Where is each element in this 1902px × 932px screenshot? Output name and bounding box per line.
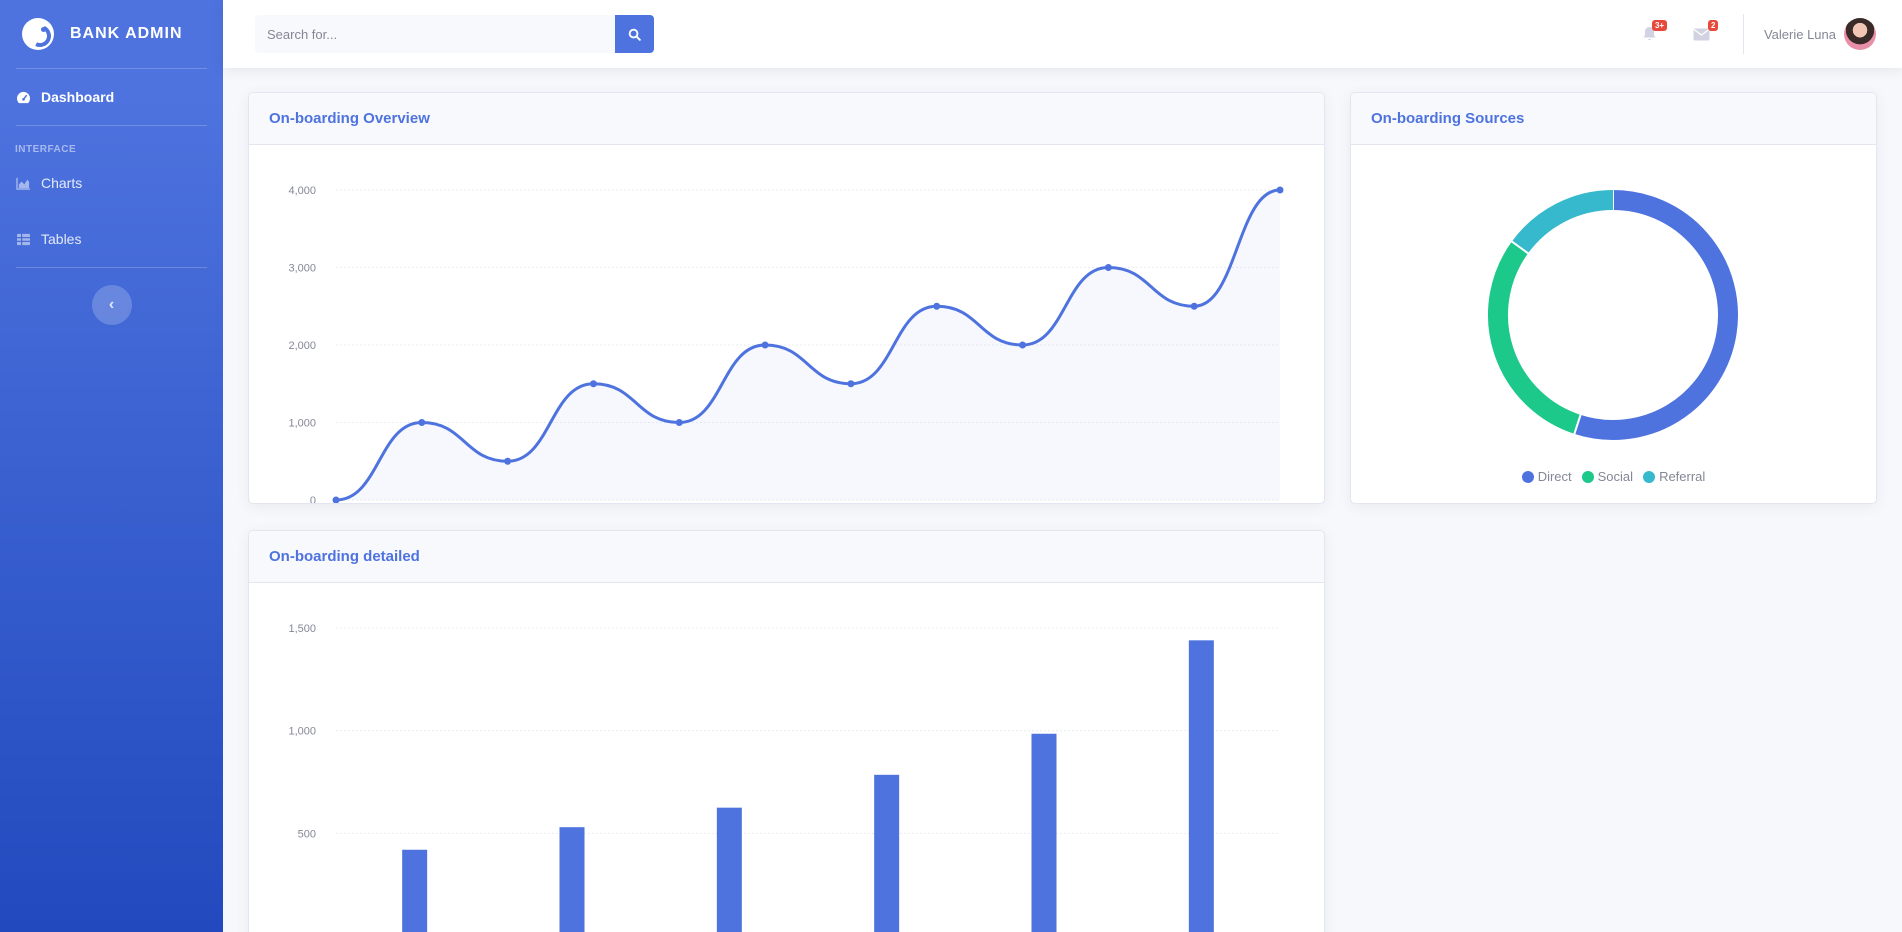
data-point[interactable] [1276,186,1284,194]
y-tick-label: 2,000 [288,340,316,352]
data-point[interactable] [1104,264,1112,271]
legend-item-referral[interactable]: Referral [1643,469,1705,484]
sidebar-heading: Interface [15,144,77,155]
legend-swatch [1643,470,1656,483]
data-point[interactable] [418,419,426,426]
alerts-badge: 3+ [1651,20,1668,31]
data-point[interactable] [504,457,512,465]
bar-february[interactable] [559,827,585,932]
data-point[interactable] [332,496,340,504]
alerts-dropdown[interactable]: 3+ [1624,0,1676,68]
topbar: 3+ 2 Valerie Luna [223,0,1902,68]
sidebar-item-tables[interactable]: Tables [0,211,223,267]
slice-separator [1510,240,1530,255]
data-point[interactable] [675,419,683,426]
topbar-divider [1742,14,1744,54]
card-title: On-boarding Sources [1371,110,1525,127]
sources-card: On-boarding Sources Direct Social Referral [1350,92,1877,504]
data-point[interactable] [847,380,855,388]
bar-january[interactable] [402,849,428,932]
topbar-right: 3+ 2 Valerie Luna [1624,0,1902,68]
table-icon [16,233,30,245]
y-tick-label: 500 [298,828,316,840]
legend-label: Social [1597,469,1634,484]
y-tick-label: 1,500 [288,623,316,635]
bar-june[interactable] [1188,640,1214,932]
bar-may[interactable] [1031,733,1057,932]
legend-label: Direct [1537,469,1572,484]
legend-swatch [1521,470,1534,483]
card-body: 05001,0001,500JanuaryFebruaryMarchAprilM… [249,583,1324,932]
search-icon [628,28,641,41]
slice-separator [1573,413,1582,436]
card-body: Direct Social Referral [1351,145,1876,503]
search-form [255,15,654,53]
legend-item-direct[interactable]: Direct [1521,469,1572,484]
y-tick-label: 4,000 [288,185,316,197]
pie-slice-social[interactable] [1488,241,1581,434]
card-header: On-boarding detailed [249,531,1324,583]
search-button[interactable] [615,15,654,53]
sidebar-toggle-button[interactable]: ‹ [91,285,132,325]
brand-link[interactable]: BANK ADMIN [0,0,223,68]
donut-legend: Direct Social Referral [1351,469,1876,484]
area-fill [336,190,1280,500]
sidebar-item-label: Charts [41,175,83,191]
messages-badge: 2 [1707,20,1719,31]
card-title: On-boarding detailed [269,548,420,565]
sidebar-item-charts[interactable]: Charts [0,155,223,211]
data-point[interactable] [933,302,941,310]
legend-swatch [1581,470,1594,483]
legend-label: Referral [1659,469,1706,484]
donut-chart [1488,189,1738,440]
card-header: On-boarding Sources [1351,93,1876,145]
chevron-left-icon: ‹ [108,296,115,313]
card-header: On-boarding Overview [249,93,1324,145]
sidebar: BANK ADMIN Dashboard Interface Charts Ta… [0,0,223,932]
tachometer-icon [17,91,30,103]
y-tick-label: 0 [310,495,316,503]
y-tick-label: 1,000 [288,418,316,430]
chart-area-icon [16,177,30,190]
y-tick-label: 3,000 [288,263,316,275]
bar-april[interactable] [874,774,900,932]
envelope-icon [1693,28,1710,40]
data-point[interactable] [1190,302,1198,310]
overview-card: On-boarding Overview 0 1,000 2,000 3,000 4,0… [248,92,1325,504]
user-name[interactable]: Valerie Luna [1763,26,1836,42]
sidebar-divider [16,68,207,69]
sidebar-divider [16,267,207,268]
legend-item-social[interactable]: Social [1581,469,1634,484]
messages-dropdown[interactable]: 2 [1676,0,1728,68]
sidebar-item-label: Tables [41,231,82,247]
sidebar-item-label: Dashboard [41,89,115,105]
brand-name: BANK ADMIN [70,25,183,42]
data-point[interactable] [761,341,769,349]
avatar[interactable] [1844,18,1876,50]
bar-march[interactable] [716,807,742,932]
series-line [335,188,1281,502]
pie-slice-referral[interactable] [1511,190,1614,254]
card-title: On-boarding Overview [269,110,430,127]
sidebar-item-dashboard[interactable]: Dashboard [0,69,223,125]
y-tick-label: 1,000 [288,726,316,738]
detailed-card: On-boarding detailed 05001,0001,500Janua… [248,530,1325,932]
sidebar-divider [16,125,207,126]
laugh-wink-icon [22,18,54,50]
bar-chart: 05001,0001,500JanuaryFebruaryMarchAprilM… [288,623,1280,932]
pie-slice-direct[interactable] [1574,190,1738,440]
data-point[interactable] [1019,341,1027,349]
data-point[interactable] [589,380,597,388]
search-input[interactable] [255,15,615,53]
